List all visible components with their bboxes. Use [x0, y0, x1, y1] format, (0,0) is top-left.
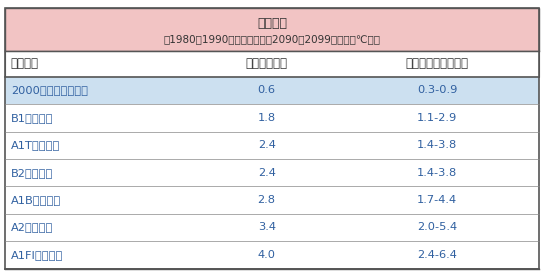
- Text: 1.4-3.8: 1.4-3.8: [417, 168, 458, 178]
- Bar: [5, 241, 539, 269]
- Text: 可能性が高い予測幅: 可能性が高い予測幅: [406, 57, 469, 70]
- Text: 2.4-6.4: 2.4-6.4: [417, 250, 457, 260]
- Text: 1.8: 1.8: [258, 113, 276, 123]
- Text: 2.0-5.4: 2.0-5.4: [417, 222, 458, 232]
- Text: シナリオ: シナリオ: [11, 57, 39, 70]
- Bar: [5, 51, 539, 77]
- Bar: [5, 159, 539, 186]
- Bar: [5, 8, 539, 51]
- Text: 1.7-4.4: 1.7-4.4: [417, 195, 458, 205]
- Bar: [5, 77, 539, 104]
- Bar: [5, 186, 539, 214]
- Text: 0.6: 0.6: [258, 85, 276, 95]
- Bar: [5, 214, 539, 241]
- Text: 2.4: 2.4: [258, 168, 276, 178]
- Text: B1シナリオ: B1シナリオ: [11, 113, 53, 123]
- Text: 最良の推定値: 最良の推定値: [246, 57, 288, 70]
- Text: 4.0: 4.0: [258, 250, 276, 260]
- Text: A2シナリオ: A2シナリオ: [11, 222, 53, 232]
- Bar: [5, 132, 539, 159]
- Text: 2.4: 2.4: [258, 140, 276, 150]
- Text: A1FIシナリオ: A1FIシナリオ: [11, 250, 63, 260]
- Text: B2シナリオ: B2シナリオ: [11, 168, 53, 178]
- Text: 0.3-0.9: 0.3-0.9: [417, 85, 458, 95]
- Text: A1Bシナリオ: A1Bシナリオ: [11, 195, 61, 205]
- Text: （1980～1990年を基準とした2090～2099年の差（℃））: （1980～1990年を基準とした2090～2099年の差（℃））: [164, 34, 380, 44]
- Bar: [5, 104, 539, 132]
- Text: 1.1-2.9: 1.1-2.9: [417, 113, 458, 123]
- Text: 気温変化: 気温変化: [257, 17, 287, 30]
- Text: 1.4-3.8: 1.4-3.8: [417, 140, 458, 150]
- Text: 2000年の濃度で一定: 2000年の濃度で一定: [11, 85, 88, 95]
- Text: A1Tシナリオ: A1Tシナリオ: [11, 140, 60, 150]
- Text: 2.8: 2.8: [258, 195, 276, 205]
- Text: 3.4: 3.4: [258, 222, 276, 232]
